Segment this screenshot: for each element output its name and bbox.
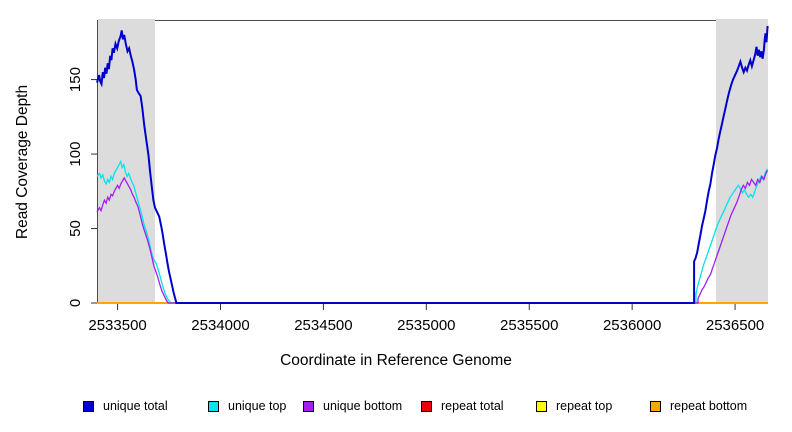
series-unique-bottom [96,170,769,304]
x-tick-label: 2536500 [706,317,764,334]
y-tick-label: 0 [67,299,84,307]
plot-area [97,20,767,303]
legend-swatch [650,400,661,412]
x-tick-label: 2534000 [191,317,249,334]
legend-item-unique-total: unique total [83,396,168,416]
x-tick-label: 2535500 [500,317,558,334]
x-tick-label: 2535000 [397,317,455,334]
series-unique-total [96,25,769,304]
legend-swatch [303,400,314,412]
y-tick-label: 100 [67,142,84,167]
legend-item-repeat-total: repeat total [421,396,504,416]
legend-swatch [421,400,432,412]
x-tick-label: 2534500 [294,317,352,334]
legend-swatch [208,400,219,412]
legend-swatch [536,400,547,412]
x-tick-label: 2536000 [603,317,661,334]
legend-swatch [83,400,94,412]
legend-label: unique total [103,399,168,413]
legend-label: unique bottom [323,399,403,413]
x-axis-title: Coordinate in Reference Genome [280,352,512,369]
legend-item-unique-top: unique top [208,396,286,416]
legend-label: repeat top [556,399,613,413]
legend-item-unique-bottom: unique bottom [303,396,402,416]
legend-label: repeat bottom [670,399,748,413]
legend-label: repeat total [441,399,504,413]
y-tick-label: 150 [67,67,84,92]
y-axis-title: Read Coverage Depth [14,84,31,240]
legend: unique total unique top unique bottom repea… [0,396,792,420]
legend-label: unique top [228,399,287,413]
series-unique-top [96,159,769,304]
x-tick-label: 2533500 [88,317,146,334]
legend-item-repeat-top: repeat top [536,396,612,416]
legend-item-repeat-bottom: repeat bottom [650,396,747,416]
y-tick-label: 50 [67,220,84,237]
